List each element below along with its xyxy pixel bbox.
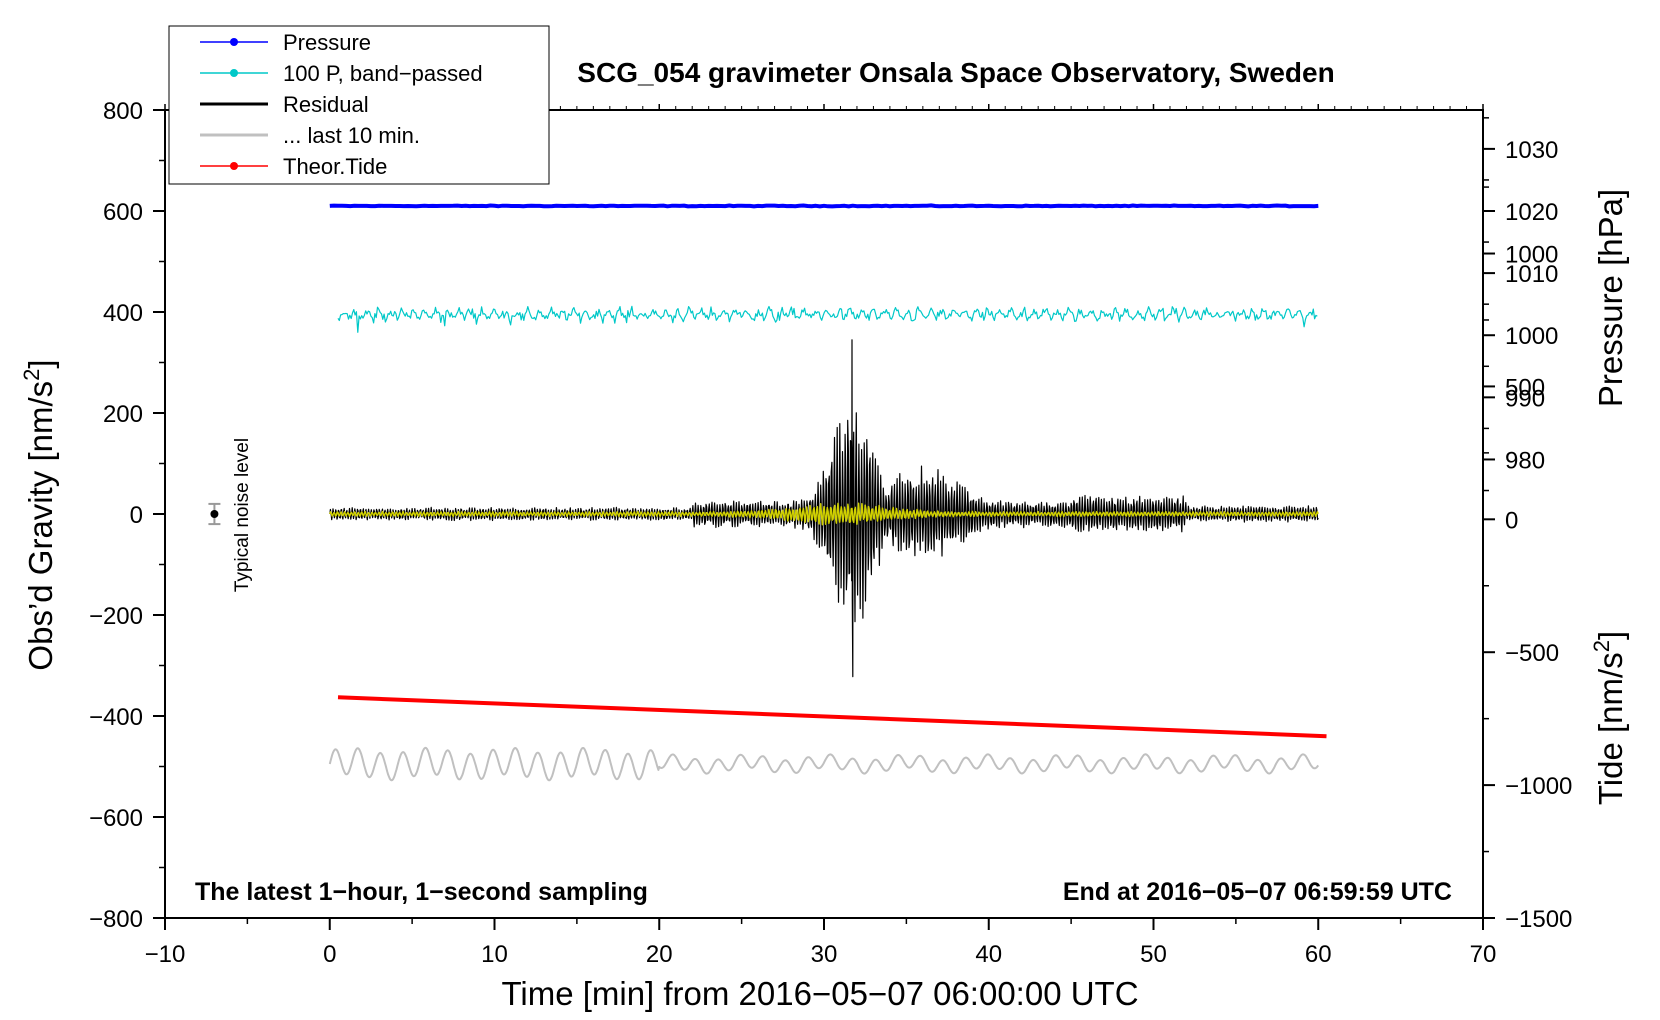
y-tick-label: −400 — [89, 704, 143, 731]
y-tick-label: 600 — [103, 199, 143, 226]
y-tick-label: 800 — [103, 98, 143, 125]
y-tick-label: −800 — [89, 906, 143, 933]
tide-tick-label: 0 — [1505, 507, 1518, 534]
x-axis-label: Time [min] from 2016−05−07 06:00:00 UTC — [501, 975, 1138, 1012]
x-tick-label: −10 — [145, 941, 186, 968]
y-tick-label: 400 — [103, 300, 143, 327]
chart-title: SCG_054 gravimeter Onsala Space Observat… — [577, 57, 1334, 88]
x-axis: −10 0 10 20 30 40 50 60 70 — [145, 104, 1497, 968]
pressure-tick-label: 990 — [1505, 385, 1545, 412]
series-pressure-line — [329, 203, 1319, 209]
legend-marker — [230, 38, 238, 46]
tide-tick-label: 500 — [1505, 374, 1545, 401]
tide-axis-label: Tide [nm/s2] — [1589, 631, 1629, 805]
series-last10-line — [328, 746, 1320, 782]
pressure-tick-label: 1010 — [1505, 261, 1558, 288]
series-layer — [328, 203, 1327, 782]
legend: Pressure 100 P, band−passed Residual ... la… — [168, 25, 550, 185]
tide-tick-label: −1500 — [1505, 906, 1572, 933]
pressure-tick-label: 1000 — [1505, 323, 1558, 350]
tide-tick-label: −500 — [1505, 640, 1559, 667]
y-tick-label: 0 — [130, 502, 143, 529]
x-tick-label: 10 — [481, 941, 508, 968]
x-tick-label: 30 — [811, 941, 838, 968]
y-axis-label: Obs’d Gravity [nm/s2] — [19, 359, 59, 670]
pressure-tick-label: 1030 — [1505, 137, 1558, 164]
x-tick-label: 20 — [646, 941, 673, 968]
legend-marker — [230, 69, 238, 77]
series-band-passed-line — [337, 305, 1318, 333]
pressure-tick-label: 1020 — [1505, 199, 1558, 226]
x-tick-label: 50 — [1140, 941, 1167, 968]
x-tick-label: 0 — [323, 941, 336, 968]
tide-tick-label: 1000 — [1505, 242, 1558, 269]
annotation-left: The latest 1−hour, 1−second sampling — [195, 878, 648, 906]
legend-label: Pressure — [283, 30, 371, 55]
noise-level-marker — [208, 502, 221, 526]
noise-level-label: Typical noise level — [232, 438, 253, 592]
legend-label: Theor.Tide — [283, 154, 387, 179]
series-filtered-line — [329, 502, 1319, 526]
legend-label: ... last 10 min. — [283, 123, 420, 148]
y-tick-label: −200 — [89, 603, 143, 630]
y-axis-tide: 1000 500 0 −500 −1000 −1500 — [1483, 186, 1572, 933]
tide-tick-label: −1000 — [1505, 773, 1572, 800]
y-tick-label: 200 — [103, 401, 143, 428]
y-tick-label: −600 — [89, 805, 143, 832]
noise-point — [210, 510, 219, 518]
legend-label: 100 P, band−passed — [283, 61, 483, 86]
x-tick-label: 40 — [975, 941, 1002, 968]
series-tide-line — [337, 695, 1327, 739]
y-axis-gravity: 800 600 400 200 0 −200 −400 −600 −800 — [89, 98, 165, 933]
pressure-tick-label: 980 — [1505, 447, 1545, 474]
legend-label: Residual — [283, 92, 369, 117]
annotation-right: End at 2016−05−07 06:59:59 UTC — [1063, 878, 1452, 906]
pressure-axis-label: Pressure [hPa] — [1592, 189, 1629, 407]
x-tick-label: 70 — [1470, 941, 1497, 968]
x-tick-label: 60 — [1305, 941, 1332, 968]
legend-marker — [230, 162, 238, 170]
